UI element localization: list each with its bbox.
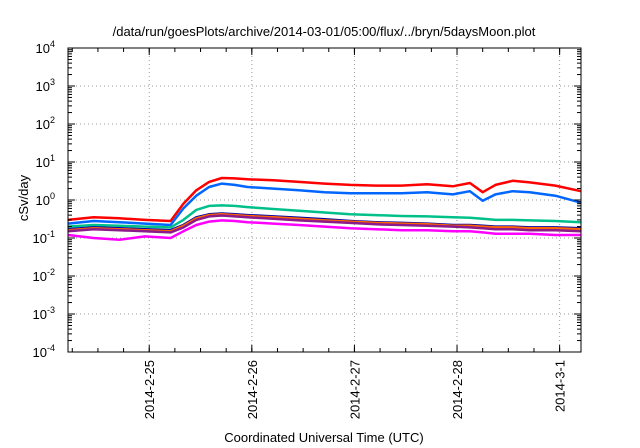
x-tick-label: 2014-2-27 bbox=[347, 360, 362, 419]
y-tick-label: 10-3 bbox=[33, 305, 55, 322]
y-tick-exponent: 4 bbox=[50, 39, 55, 49]
y-tick-exponent: -1 bbox=[47, 229, 55, 239]
y-tick-exponent: 3 bbox=[50, 77, 55, 87]
y-tick-base: 10 bbox=[33, 307, 47, 322]
y-tick-base: 10 bbox=[36, 193, 50, 208]
grid bbox=[68, 48, 581, 352]
y-tick-base: 10 bbox=[36, 155, 50, 170]
series-line-2 bbox=[67, 182, 582, 227]
y-tick-label: 104 bbox=[36, 39, 55, 56]
y-tick-exponent: 0 bbox=[50, 191, 55, 201]
y-tick-label: 10-4 bbox=[33, 343, 55, 360]
y-tick-base: 10 bbox=[36, 41, 50, 56]
chart-title: /data/run/goesPlots/archive/2014-03-01/0… bbox=[113, 24, 536, 39]
series-line-3 bbox=[67, 204, 582, 229]
y-tick-base: 10 bbox=[33, 269, 47, 284]
y-axis-label: cSv/day bbox=[16, 174, 31, 221]
y-tick-label: 101 bbox=[36, 153, 55, 170]
y-tick-base: 10 bbox=[33, 345, 47, 360]
series-line-1 bbox=[67, 176, 582, 223]
y-tick-label: 10-2 bbox=[33, 267, 55, 284]
y-tick-exponent: -4 bbox=[47, 343, 55, 353]
series-layer bbox=[67, 176, 582, 241]
y-tick-exponent: -3 bbox=[47, 305, 55, 315]
y-tick-label: 100 bbox=[36, 191, 55, 208]
x-axis-label: Coordinated Universal Time (UTC) bbox=[224, 430, 423, 445]
y-tick-exponent: 2 bbox=[50, 115, 55, 125]
y-tick-base: 10 bbox=[36, 117, 50, 132]
y-tick-label: 103 bbox=[36, 77, 55, 94]
x-tick-label: 2014-2-28 bbox=[450, 360, 465, 419]
x-tick-label: 2014-3-1 bbox=[553, 360, 568, 412]
x-tick-label: 2014-2-26 bbox=[245, 360, 260, 419]
axis-ticks: 10-410-310-210-11001011021031042014-2-25… bbox=[33, 39, 581, 419]
series-line-7 bbox=[67, 219, 581, 241]
y-tick-label: 102 bbox=[36, 115, 55, 132]
series-line-6 bbox=[67, 214, 582, 234]
y-tick-label: 10-1 bbox=[33, 229, 55, 246]
y-tick-base: 10 bbox=[36, 79, 50, 94]
y-tick-exponent: 1 bbox=[50, 153, 55, 163]
x-tick-label: 2014-2-25 bbox=[142, 360, 157, 419]
y-tick-exponent: -2 bbox=[47, 267, 55, 277]
y-tick-base: 10 bbox=[33, 231, 47, 246]
